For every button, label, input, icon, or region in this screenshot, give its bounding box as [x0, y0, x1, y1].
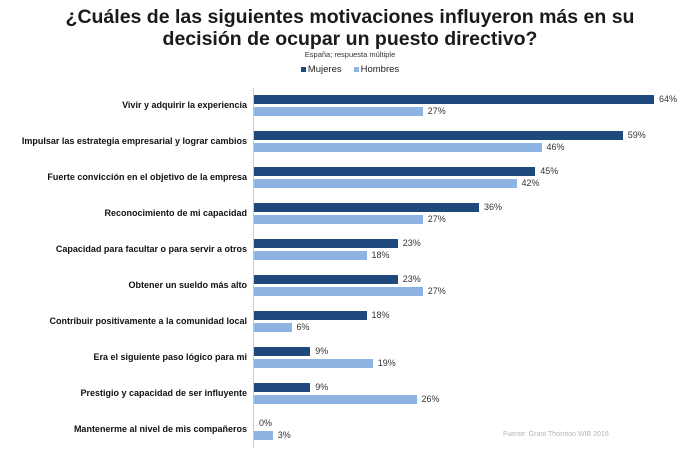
- chart-subtitle: España; respuesta múltiple: [304, 50, 396, 59]
- data-label-mujeres: 0%: [259, 418, 273, 428]
- category-label: Capacidad para facultar o para servir a …: [55, 244, 247, 254]
- data-label-hombres: 42%: [521, 178, 540, 188]
- bar-hombres: [254, 107, 423, 116]
- chart-title: ¿Cuáles de las siguientes motivaciones i…: [0, 6, 700, 50]
- bar-mujeres: [254, 167, 536, 176]
- data-label-mujeres: 9%: [315, 346, 329, 356]
- data-label-mujeres: 23%: [402, 274, 421, 284]
- bar-mujeres: [254, 95, 654, 104]
- data-label-hombres: 27%: [427, 286, 446, 296]
- data-label-hombres: 46%: [546, 142, 565, 152]
- category-label: Fuerte convicción en el objetivo de la e…: [47, 172, 247, 182]
- source-note: Fuente: Grant Thornton WIB 2016: [503, 431, 609, 438]
- bar-hombres: [254, 287, 423, 296]
- data-label-hombres: 27%: [427, 214, 446, 224]
- data-label-mujeres: 9%: [315, 382, 329, 392]
- category-axis-line: [253, 88, 254, 448]
- data-label-mujeres: 36%: [484, 202, 503, 212]
- legend-label-hombres: Hombres: [360, 64, 400, 75]
- bar-mujeres: [254, 131, 623, 140]
- bar-hombres: [254, 179, 517, 188]
- data-label-hombres: 18%: [371, 250, 390, 260]
- bar-hombres: [254, 395, 417, 404]
- bar-mujeres: [254, 383, 311, 392]
- legend-swatch-mujeres: [300, 67, 306, 72]
- category-label: Vivir y adquirir la experiencia: [122, 100, 247, 110]
- bar-mujeres: [254, 347, 311, 356]
- bar-hombres: [254, 359, 373, 368]
- bar-hombres: [254, 323, 292, 332]
- data-label-hombres: 3%: [277, 430, 291, 440]
- category-label: Obtener un sueldo más alto: [128, 280, 247, 290]
- chart-title-line-1: ¿Cuáles de las siguientes motivaciones i…: [65, 6, 635, 28]
- bar-hombres: [254, 143, 542, 152]
- bar-mujeres: [254, 239, 398, 248]
- data-label-mujeres: 18%: [371, 310, 390, 320]
- category-label: Mantenerme al nivel de mis compañeros: [73, 424, 247, 434]
- legend-item-hombres: Hombres: [353, 64, 400, 75]
- legend-item-mujeres: Mujeres: [300, 64, 342, 75]
- data-label-hombres: 26%: [421, 394, 440, 404]
- bar-mujeres: [254, 275, 398, 284]
- bar-mujeres: [254, 311, 367, 320]
- chart-title-line-2: decisión de ocupar un puesto directivo?: [162, 28, 538, 50]
- category-label: Reconocimiento de mi capacidad: [104, 208, 247, 218]
- bar-hombres: [254, 251, 367, 260]
- bar-hombres: [254, 215, 423, 224]
- data-label-mujeres: 59%: [627, 130, 646, 140]
- category-label: Contribuir positivamente a la comunidad …: [49, 316, 247, 326]
- data-label-mujeres: 45%: [540, 166, 559, 176]
- data-label-mujeres: 64%: [659, 94, 678, 104]
- category-label: Prestigio y capacidad de ser influyente: [80, 388, 247, 398]
- data-label-hombres: 27%: [427, 106, 446, 116]
- bar-hombres: [254, 431, 273, 440]
- bar-mujeres: [254, 203, 479, 212]
- category-label: Impulsar las estrategia empresarial y lo…: [21, 136, 247, 146]
- legend-swatch-hombres: [353, 67, 359, 72]
- data-label-mujeres: 23%: [402, 238, 421, 248]
- data-label-hombres: 6%: [296, 322, 310, 332]
- category-label: Era el siguiente paso lógico para mi: [93, 352, 247, 362]
- legend: Mujeres Hombres: [0, 64, 700, 75]
- legend-label-mujeres: Mujeres: [307, 64, 342, 75]
- data-label-hombres: 19%: [377, 358, 396, 368]
